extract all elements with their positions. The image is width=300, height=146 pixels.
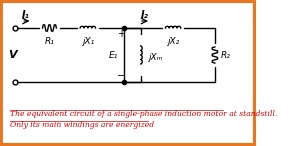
Text: V: V <box>8 50 17 60</box>
Text: I₂: I₂ <box>141 10 148 20</box>
Text: R₁: R₁ <box>44 37 54 46</box>
Text: Only its main windings are energized: Only its main windings are energized <box>10 121 154 129</box>
Text: E₁: E₁ <box>108 51 118 60</box>
Text: −: − <box>117 71 125 81</box>
Text: jX₂: jX₂ <box>167 37 179 46</box>
Text: jXₘ: jXₘ <box>148 53 162 61</box>
FancyBboxPatch shape <box>1 1 255 145</box>
Text: The equivalent circuit of a single-phase induction motor at standstill.: The equivalent circuit of a single-phase… <box>10 110 278 118</box>
Text: +: + <box>117 29 125 39</box>
Text: R₂: R₂ <box>221 51 231 60</box>
Text: I₁: I₁ <box>22 10 30 20</box>
Text: jX₁: jX₁ <box>82 37 94 46</box>
